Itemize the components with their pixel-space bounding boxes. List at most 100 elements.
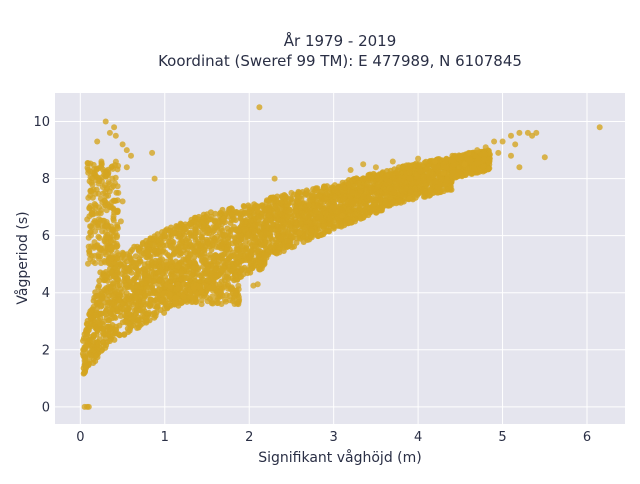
x-tick-label: 6 (583, 430, 591, 445)
data-point (284, 238, 291, 245)
data-point (167, 283, 174, 290)
data-point (269, 242, 275, 249)
data-points (79, 104, 603, 410)
data-point (175, 285, 182, 292)
x-axis-title: Signifikant våghöjd (m) (258, 449, 421, 466)
data-point (221, 238, 228, 244)
data-point (288, 217, 295, 224)
data-point (221, 266, 227, 272)
data-point (318, 202, 325, 209)
data-point (312, 208, 319, 215)
data-point (218, 243, 225, 250)
data-point (226, 293, 233, 299)
data-point (279, 218, 286, 225)
data-point (237, 242, 244, 249)
y-tick-label: 6 (42, 229, 50, 244)
data-point (112, 132, 119, 139)
data-point (186, 238, 193, 245)
data-point (89, 175, 96, 182)
data-point (168, 264, 175, 270)
data-point (106, 129, 113, 136)
data-point (191, 233, 198, 240)
data-point (92, 228, 99, 235)
data-point (383, 192, 390, 199)
data-point (98, 303, 104, 310)
data-point (107, 310, 114, 317)
data-point (339, 212, 346, 219)
data-point (233, 227, 240, 234)
data-point (256, 104, 263, 111)
data-point (427, 186, 434, 193)
data-point (114, 225, 121, 232)
data-point (233, 240, 240, 247)
data-point (235, 282, 242, 289)
data-point (108, 300, 115, 307)
data-point (426, 177, 433, 184)
data-point (85, 166, 92, 173)
data-point (190, 258, 197, 265)
data-point (93, 166, 100, 173)
data-point (301, 204, 308, 211)
data-point (133, 289, 140, 295)
data-point (95, 341, 102, 348)
data-point (308, 228, 315, 234)
data-point (212, 252, 219, 258)
data-point (240, 203, 247, 209)
data-point (197, 272, 204, 279)
data-point (123, 319, 130, 326)
data-point (111, 124, 118, 131)
data-point (99, 184, 106, 190)
data-point (109, 165, 116, 172)
data-point (508, 132, 514, 139)
data-point (182, 244, 188, 251)
data-point (117, 313, 124, 319)
data-point (257, 260, 264, 267)
data-point (109, 226, 116, 233)
data-point (100, 339, 107, 346)
y-axis-title: Vågperiod (s) (14, 211, 31, 304)
data-point (117, 218, 124, 225)
data-point (306, 201, 312, 208)
x-tick-label: 0 (76, 430, 84, 445)
data-point (142, 292, 149, 299)
data-point (233, 289, 240, 296)
data-point (277, 235, 284, 242)
x-tick-label: 5 (498, 430, 506, 445)
data-point (120, 250, 127, 257)
data-point (288, 189, 295, 196)
data-point (99, 228, 106, 235)
data-point (347, 167, 354, 173)
data-point (100, 318, 107, 325)
data-point (92, 219, 99, 226)
data-point (162, 268, 169, 275)
data-point (92, 260, 99, 267)
data-point (151, 175, 158, 182)
data-point (85, 327, 92, 334)
data-point (219, 255, 225, 262)
data-point (457, 154, 464, 161)
data-point (95, 325, 102, 332)
data-point (180, 293, 187, 300)
data-point (115, 162, 122, 169)
data-point (200, 218, 207, 225)
data-point (111, 273, 118, 280)
data-point (250, 282, 257, 289)
data-point (243, 217, 250, 223)
data-point (114, 249, 121, 256)
data-point (415, 155, 422, 162)
data-point (349, 177, 356, 184)
data-point (169, 273, 176, 280)
data-point (178, 269, 185, 276)
data-point (225, 276, 232, 282)
data-point (391, 189, 397, 196)
data-point (296, 229, 303, 236)
data-point (192, 223, 199, 230)
data-point (143, 249, 150, 256)
data-point (193, 243, 200, 250)
data-point (201, 257, 208, 264)
y-tick-label: 10 (33, 115, 50, 130)
data-point (269, 226, 276, 233)
data-point (293, 235, 300, 242)
data-point (198, 233, 205, 240)
data-point (228, 268, 235, 275)
